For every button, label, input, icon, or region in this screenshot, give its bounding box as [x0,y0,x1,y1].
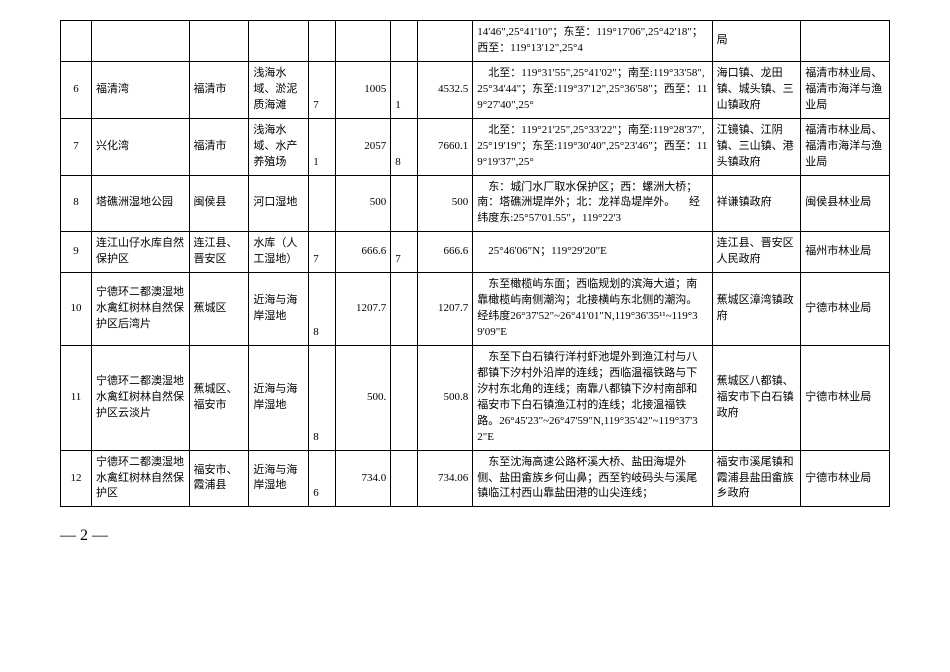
cell-location: 连江县、晋安区 [189,232,249,273]
cell-dept: 福清市林业局、福清市海洋与渔业局 [801,118,890,175]
cell-gov: 祥谦镇政府 [712,175,801,232]
cell-num-a1: 8 [309,273,336,346]
cell-boundary: 北至：119°21'25",25°33'22"；南至:119°28'37",25… [473,118,712,175]
cell-num-b1 [391,21,418,62]
cell-num-a2: 734.0 [335,450,390,507]
cell-gov: 局 [712,21,801,62]
cell-index: 11 [61,345,92,450]
cell-gov: 江镜镇、江阴镇、三山镇、港头镇政府 [712,118,801,175]
cell-location: 闽侯县 [189,175,249,232]
table-row: 10宁德环二都澳湿地水禽红树林自然保护区后湾片蕉城区近海与海岸湿地81207.7… [61,273,890,346]
cell-location [189,21,249,62]
cell-dept: 宁德市林业局 [801,345,890,450]
cell-dept: 宁德市林业局 [801,450,890,507]
cell-name: 连江山仔水库自然保护区 [92,232,190,273]
cell-gov: 福安市溪尾镇和霞浦县盐田畲族乡政府 [712,450,801,507]
cell-num-b2: 666.6 [417,232,472,273]
cell-location: 福安市、霞浦县 [189,450,249,507]
cell-num-a1: 1 [309,118,336,175]
cell-boundary: 东至橄榄屿东面；西临规划的滨海大道；南靠橄榄屿南侧潮沟；北接横屿东北侧的潮沟。经… [473,273,712,346]
cell-dept: 福州市林业局 [801,232,890,273]
cell-num-b1 [391,345,418,450]
cell-num-a1: 7 [309,232,336,273]
cell-type: 浅海水域、淤泥质海滩 [249,61,309,118]
cell-index: 10 [61,273,92,346]
wetland-table: 14'46",25°41'10"；东至：119°17'06",25°42'18"… [60,20,890,507]
cell-name [92,21,190,62]
cell-boundary: 东：城门水厂取水保护区；西：螺洲大桥；南：塔礁洲堤岸外；北：龙祥岛堤岸外。 经纬… [473,175,712,232]
cell-boundary: 25°46'06″N；119°29'20"E [473,232,712,273]
cell-num-a2: 2057 [335,118,390,175]
cell-type: 浅海水域、水产养殖场 [249,118,309,175]
cell-num-b2: 4532.5 [417,61,472,118]
cell-index: 8 [61,175,92,232]
cell-num-a2 [335,21,390,62]
cell-num-a2: 500 [335,175,390,232]
cell-dept: 宁德市林业局 [801,273,890,346]
cell-location: 蕉城区、福安市 [189,345,249,450]
cell-gov: 海口镇、龙田镇、城头镇、三山镇政府 [712,61,801,118]
cell-num-a2: 1005 [335,61,390,118]
cell-num-b1 [391,175,418,232]
table-row: 6福清湾福清市浅海水域、淤泥质海滩7100514532.5北至：119°31'5… [61,61,890,118]
cell-index: 7 [61,118,92,175]
table-row: 9连江山仔水库自然保护区连江县、晋安区水库（人工湿地）7666.67666.62… [61,232,890,273]
cell-num-b2: 1207.7 [417,273,472,346]
cell-type: 近海与海岸湿地 [249,273,309,346]
cell-location: 蕉城区 [189,273,249,346]
cell-num-b1 [391,450,418,507]
cell-num-b2: 7660.1 [417,118,472,175]
cell-dept: 福清市林业局、福清市海洋与渔业局 [801,61,890,118]
cell-location: 福清市 [189,118,249,175]
cell-num-a1 [309,175,336,232]
cell-num-b2: 500 [417,175,472,232]
cell-name: 宁德环二都澳湿地水禽红树林自然保护区云淡片 [92,345,190,450]
cell-boundary: 东至沈海高速公路杯溪大桥、盐田海堤外侧、盐田畲族乡何山鼻；西至钓岐码头与溪尾镇临… [473,450,712,507]
cell-num-b1: 1 [391,61,418,118]
table-row: 12宁德环二都澳湿地水禽红树林自然保护区福安市、霞浦县近海与海岸湿地6734.0… [61,450,890,507]
cell-num-b2: 500.8 [417,345,472,450]
table-row: 11宁德环二都澳湿地水禽红树林自然保护区云淡片蕉城区、福安市近海与海岸湿地850… [61,345,890,450]
cell-num-b2: 734.06 [417,450,472,507]
cell-num-a2: 666.6 [335,232,390,273]
cell-gov: 蕉城区漳湾镇政府 [712,273,801,346]
cell-index: 12 [61,450,92,507]
cell-location: 福清市 [189,61,249,118]
table-row: 14'46",25°41'10"；东至：119°17'06",25°42'18"… [61,21,890,62]
cell-boundary: 北至：119°31'55",25°41'02"；南至:119°33'58",25… [473,61,712,118]
table-row: 7兴化湾福清市浅海水域、水产养殖场1205787660.1北至：119°21'2… [61,118,890,175]
cell-dept: 闽侯县林业局 [801,175,890,232]
cell-type [249,21,309,62]
cell-type: 近海与海岸湿地 [249,450,309,507]
cell-num-a1: 6 [309,450,336,507]
cell-num-a2: 500. [335,345,390,450]
cell-num-b1: 8 [391,118,418,175]
cell-name: 福清湾 [92,61,190,118]
cell-num-a2: 1207.7 [335,273,390,346]
cell-index: 9 [61,232,92,273]
cell-num-a1 [309,21,336,62]
cell-name: 宁德环二都澳湿地水禽红树林自然保护区后湾片 [92,273,190,346]
cell-gov: 连江县、晋安区人民政府 [712,232,801,273]
cell-boundary: 14'46",25°41'10"；东至：119°17'06",25°42'18"… [473,21,712,62]
cell-num-a1: 7 [309,61,336,118]
cell-index [61,21,92,62]
cell-name: 宁德环二都澳湿地水禽红树林自然保护区 [92,450,190,507]
cell-type: 水库（人工湿地） [249,232,309,273]
cell-type: 近海与海岸湿地 [249,345,309,450]
cell-name: 塔礁洲湿地公园 [92,175,190,232]
cell-type: 河口湿地 [249,175,309,232]
cell-name: 兴化湾 [92,118,190,175]
cell-boundary: 东至下白石镇行洋村虾池堤外到渔江村与八都镇下汐村外沿岸的连线；西临温福铁路与下汐… [473,345,712,450]
cell-gov: 蕉城区八都镇、福安市下白石镇政府 [712,345,801,450]
cell-num-b2 [417,21,472,62]
cell-dept [801,21,890,62]
cell-num-b1 [391,273,418,346]
cell-num-a1: 8 [309,345,336,450]
cell-index: 6 [61,61,92,118]
page-number: — 2 — [60,527,890,545]
cell-num-b1: 7 [391,232,418,273]
table-row: 8塔礁洲湿地公园闽侯县河口湿地500500东：城门水厂取水保护区；西：螺洲大桥；… [61,175,890,232]
